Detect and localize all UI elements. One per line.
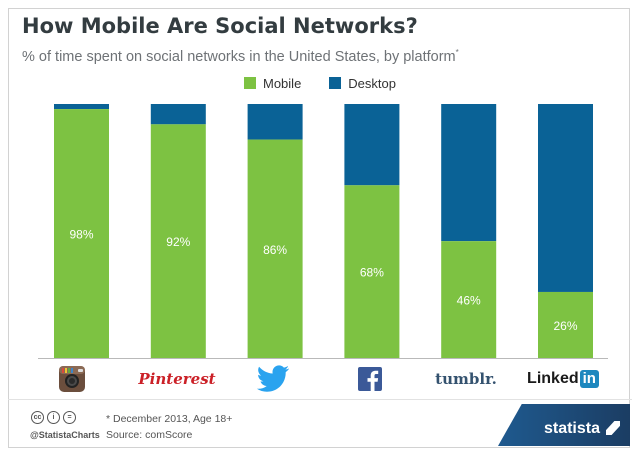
creative-commons-badges: cc i = — [31, 411, 76, 424]
data-label-facebook: 68% — [360, 266, 384, 280]
linkedin-logo: Linked in — [515, 364, 611, 394]
legend-item-mobile: Mobile — [244, 76, 301, 91]
data-label-twitter: 86% — [263, 243, 287, 257]
bar-mobile-linkedin — [538, 291, 593, 358]
no-derivatives-icon: = — [63, 411, 76, 424]
legend-swatch-desktop — [329, 77, 342, 89]
linkedin-logo-text: Linked — [527, 370, 579, 387]
data-label-linkedin: 26% — [553, 319, 577, 333]
legend-label-mobile: Mobile — [263, 75, 302, 91]
bar-desktop-linkedin — [538, 104, 593, 292]
stacked-bar-chart: 98% 92% 86% 68% 46% 26% — [54, 104, 593, 358]
data-label-pinterest: 92% — [166, 235, 190, 249]
tumblr-logo: tumblr. — [435, 370, 497, 388]
chart-subtitle: % of time spent on social networks in th… — [22, 48, 459, 65]
bar-desktop-pinterest — [150, 104, 206, 125]
facebook-icon — [322, 364, 418, 394]
footnote-source: Source: comScore — [106, 429, 193, 441]
chart-title: How Mobile Are Social Networks? — [22, 14, 418, 38]
pinterest-logo: Pinterest — [138, 370, 216, 388]
bar-mobile-pinterest — [150, 124, 206, 358]
footnote-date: * December 2013, Age 18+ — [106, 413, 233, 425]
legend-item-desktop: Desktop — [329, 76, 396, 91]
data-label-instagram: 98% — [69, 228, 93, 242]
chart-legend: Mobile Desktop — [0, 73, 640, 93]
linkedin-logo-badge: in — [579, 370, 599, 388]
instagram-icon — [24, 364, 120, 394]
legend-swatch-mobile — [244, 77, 256, 89]
attribution-icon: i — [47, 411, 60, 424]
footer-divider — [8, 399, 632, 400]
statista-handle: @StatistaCharts — [30, 430, 100, 440]
cc-icon: cc — [31, 411, 44, 424]
statista-logo-text: statista — [543, 420, 600, 437]
infographic-frame — [8, 8, 630, 448]
bar-mobile-instagram — [54, 109, 109, 358]
subtitle-footnote-mark: * — [455, 48, 459, 57]
legend-label-desktop: Desktop — [348, 75, 396, 91]
bar-desktop-facebook — [344, 104, 400, 186]
bar-mobile-tumblr — [441, 241, 497, 358]
statista-brand-banner — [498, 404, 630, 446]
data-label-tumblr: 46% — [457, 294, 481, 308]
x-axis-line — [38, 358, 608, 359]
bar-desktop-twitter — [247, 104, 303, 140]
bar-mobile-twitter — [247, 139, 303, 358]
chart-footnote: * December 2013, Age 18+ Source: comScor… — [106, 411, 232, 443]
bar-mobile-facebook — [344, 185, 400, 358]
subtitle-text: % of time spent on social networks in th… — [22, 48, 456, 65]
bar-desktop-instagram — [54, 104, 109, 110]
bar-desktop-tumblr — [441, 104, 497, 242]
twitter-bird-icon — [225, 364, 321, 394]
